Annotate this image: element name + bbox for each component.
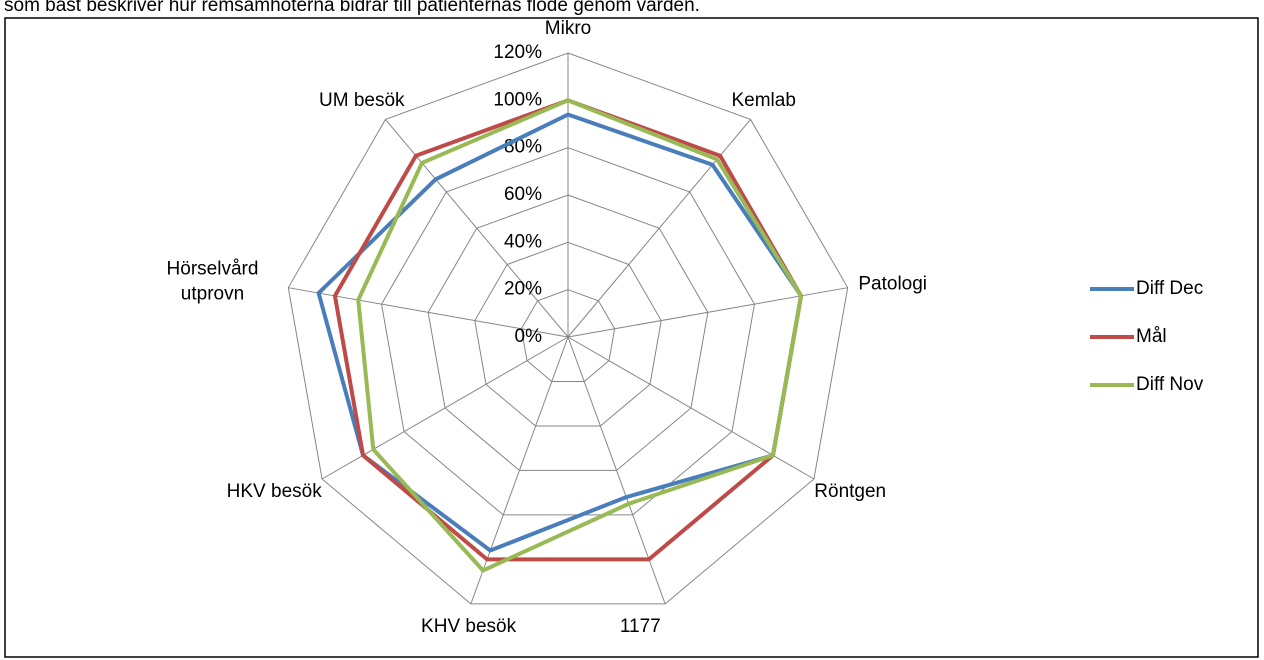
category-label: UM besök (318, 90, 405, 112)
tick-label: 20% (504, 279, 542, 300)
tick-label: 40% (504, 231, 542, 252)
spoke (567, 336, 815, 480)
category-label: Hörselvård utprovn (166, 258, 259, 305)
category-label: HKV besök (226, 480, 322, 502)
grid-ring (381, 147, 755, 516)
tick-label: 80% (504, 137, 542, 158)
series-line (356, 98, 804, 573)
category-label: Röntgen (814, 480, 887, 502)
category-label: Patologi (858, 272, 928, 294)
series-line (316, 112, 804, 553)
tick-label: 120% (493, 42, 542, 63)
grid-ring (427, 194, 709, 471)
category-label: Kemlab (731, 90, 796, 112)
category-label: 1177 (619, 616, 661, 638)
tick-label: 100% (493, 89, 542, 110)
legend-label: Diff Dec (1136, 278, 1203, 299)
grid-ring (474, 241, 662, 427)
legend-label: Mål (1136, 326, 1167, 347)
subtitle: som bäst beskriver hur remsamhöterna bid… (4, 0, 700, 16)
tick-label: 0% (515, 326, 543, 347)
tick-label: 60% (504, 184, 542, 205)
chart-frame (4, 17, 1259, 658)
spoke (567, 287, 848, 338)
grid-ring (520, 289, 616, 382)
legend-label: Diff Nov (1136, 374, 1204, 395)
grid-ring (287, 52, 849, 605)
spoke (567, 119, 751, 338)
category-label: Mikro (544, 18, 592, 39)
spoke (321, 336, 569, 480)
category-label: KHV besök (421, 616, 517, 638)
series-line (332, 98, 804, 562)
